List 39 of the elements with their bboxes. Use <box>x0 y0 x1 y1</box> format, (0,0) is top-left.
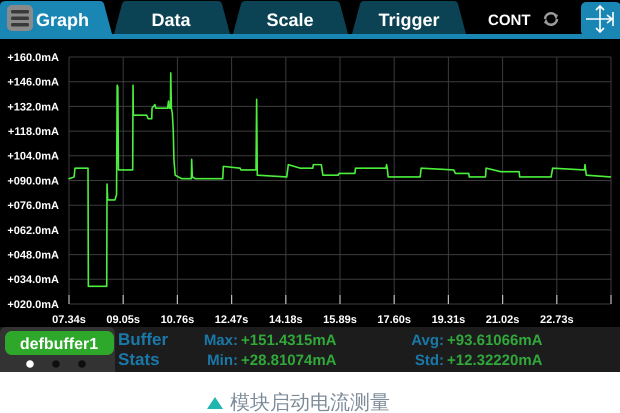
x-tick-label: 19.31s <box>432 314 466 326</box>
text: CONT <box>488 12 530 29</box>
text: Trigger <box>378 10 440 30</box>
y-tick-label: +020.0mA <box>7 298 60 311</box>
x-tick-label: 21.02s <box>486 314 520 326</box>
line-series <box>68 72 612 288</box>
x-tick-label: 14.18s <box>268 314 303 326</box>
text: Scale <box>266 10 314 30</box>
text: +93.61066mA <box>447 332 543 349</box>
x-tick-label: 22.73s <box>540 314 574 326</box>
text: +12.32220mA <box>447 352 543 369</box>
text: Std: <box>414 352 444 369</box>
x-tick-label: 09.05s <box>106 314 140 326</box>
text: Data <box>151 10 192 30</box>
y-tick-label: +062.0mA <box>7 224 60 237</box>
y-tick-label: +048.0mA <box>7 249 60 262</box>
text: Min: <box>207 352 238 369</box>
x-tick-label: 17.60s <box>377 314 412 326</box>
y-tick-label: +146.0mA <box>7 76 60 89</box>
y-tick-label: +104.0mA <box>7 150 60 163</box>
text: Avg: <box>411 332 444 349</box>
text: Stats <box>118 350 160 369</box>
x-tick-label: 12.47s <box>214 314 248 326</box>
text: +151.4315mA <box>241 332 337 349</box>
text: Max: <box>204 332 238 349</box>
text: defbuffer1 <box>20 336 98 353</box>
x-tick-label: 07.34s <box>52 314 86 326</box>
y-tick-label: +160.0mA <box>7 52 60 64</box>
y-tick-label: +034.0mA <box>7 274 60 286</box>
y-tick-label: +132.0mA <box>7 101 60 114</box>
y-tick-label: +118.0mA <box>8 126 60 138</box>
text: +28.81074mA <box>241 352 337 369</box>
y-tick-label: +090.0mA <box>7 175 60 188</box>
y-tick-label: +076.0mA <box>7 200 60 212</box>
text: Buffer <box>118 330 168 349</box>
text: 模块启动电流测量 <box>230 390 390 413</box>
x-tick-label: 15.89s <box>323 314 357 326</box>
text: Graph <box>36 10 90 30</box>
x-tick-label: 10.76s <box>160 314 194 326</box>
